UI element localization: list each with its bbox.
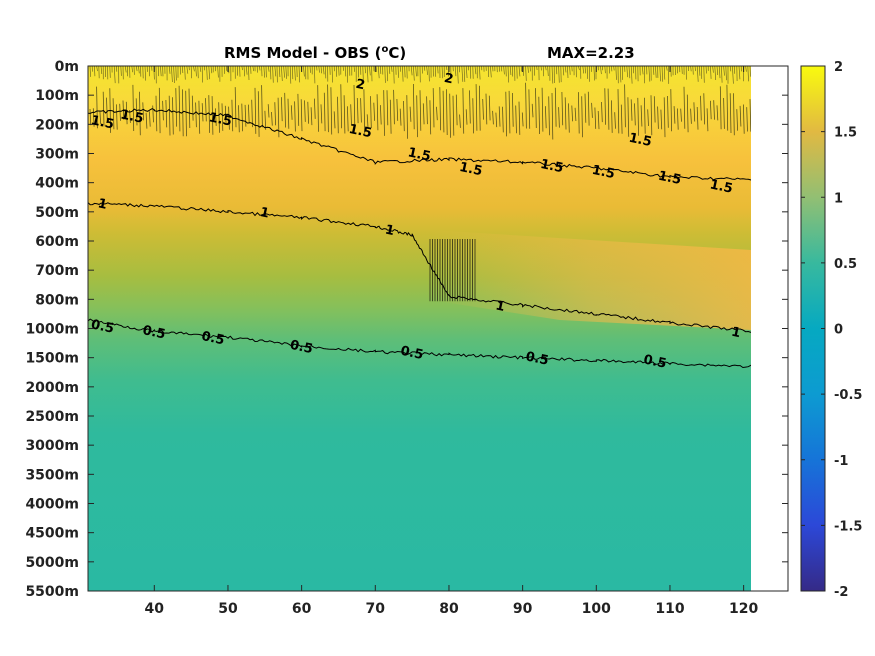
y-tick-label: 2000m [25, 380, 79, 396]
surface-spikes [89, 66, 751, 84]
colorbar-tick-label: 0 [834, 323, 843, 338]
contour-label: 1.5 [207, 110, 233, 129]
colorbar-tick-label: -0.5 [834, 388, 862, 403]
y-tick-label: 1000m [25, 322, 79, 338]
contour-label: 0.5 [399, 344, 425, 363]
contour-label: 0.5 [288, 338, 314, 357]
x-axis: 40 50 60 70 80 90 100 110 120 [145, 66, 758, 617]
contour-lines [88, 108, 751, 369]
contour-label: 1.5 [90, 113, 116, 132]
y-tick-label: 5000m [25, 555, 79, 571]
y-tick-label: 200m [35, 117, 79, 133]
contour-label: 1 [384, 223, 396, 240]
contour-label: 1 [259, 205, 271, 222]
contour-label: 1.5 [627, 131, 653, 150]
contour-label: 0.5 [90, 317, 116, 336]
y-axis: 0m 100m 200m 300m 400m 500m 600m 700m 800m 1000m 1… [25, 59, 788, 600]
colorbar-tick-label: 1.5 [834, 126, 857, 141]
colorbar-tick-label: -1.5 [834, 519, 862, 534]
x-tick-label: 50 [218, 601, 238, 617]
max-annotation: MAX=2.23 [547, 44, 635, 62]
contour-label: 1.5 [458, 160, 484, 179]
contour-line-1-5 [88, 108, 751, 181]
contour-line-0-5 [88, 318, 751, 369]
contour-line-1 [88, 202, 751, 333]
y-tick-label: 2500m [25, 409, 79, 425]
contour-label: 1.5 [406, 145, 432, 164]
contour-label: 1.5 [591, 163, 617, 182]
chart-title: RMS Model - OBS (oC) [224, 44, 406, 62]
contour-label: 1.5 [657, 169, 683, 188]
contour-label: 0.5 [141, 323, 167, 342]
contour-label: 1 [494, 298, 506, 315]
y-tick-label: 800m [35, 292, 79, 308]
y-tick-label: 600m [35, 234, 79, 250]
y-tick-label: 4500m [25, 526, 79, 542]
anomaly-spikes [429, 239, 476, 302]
x-tick-label: 90 [513, 601, 533, 617]
colorbar-tick-label: 1 [834, 191, 843, 206]
y-tick-label: 400m [35, 176, 79, 192]
y-tick-label: 700m [35, 263, 79, 279]
contour-label: 1.5 [119, 107, 145, 126]
x-tick-label: 60 [292, 601, 312, 617]
colorbar-ticks: 2 1.5 1 0.5 0 -0.5 -1 -1.5 -2 [801, 60, 862, 600]
y-tick-label: 100m [35, 88, 79, 104]
contour-label: 0.5 [642, 352, 668, 371]
x-tick-label: 100 [582, 601, 611, 617]
y-tick-label: 5500m [25, 584, 79, 600]
y-tick-label: 3000m [25, 438, 79, 454]
contour-labels: 2 21.5 1.5 1.51.51.51.5 1.5 1.51.51.5 1.511111… [90, 71, 742, 372]
contour-label: 1 [96, 196, 108, 213]
contour-label: 1.5 [539, 157, 565, 176]
title-prefix: RMS Model - OBS ( [224, 44, 382, 62]
y-tick-label: 500m [35, 205, 79, 221]
title-superscript: o [382, 44, 389, 55]
svg-text:RMS Model - OBS (oC): RMS Model - OBS (oC) [224, 44, 406, 62]
warm-subsurface-band [430, 230, 751, 330]
y-tick-label: 4000m [25, 497, 79, 513]
field-gradient [88, 66, 751, 591]
y-tick-label: 300m [35, 147, 79, 163]
title-suffix: C) [388, 44, 406, 62]
contour-label: 2 [354, 77, 366, 94]
x-tick-label: 40 [145, 601, 165, 617]
colorbar-tick-label: -1 [834, 454, 848, 469]
contour-label: 1.5 [347, 122, 373, 141]
y-tick-label: 0m [55, 59, 79, 75]
contour-label: 0.5 [524, 349, 550, 368]
colorbar-tick-label: 2 [834, 60, 843, 75]
contour-label: 0.5 [200, 329, 226, 348]
colorbar-tick-label: -2 [834, 585, 848, 600]
contour-label: 1.5 [708, 177, 734, 196]
contour-label: 1 [730, 325, 742, 342]
contour-label: 2 [443, 71, 455, 88]
colorbar-tick-label: 0.5 [834, 257, 857, 272]
x-tick-label: 80 [439, 601, 459, 617]
y-tick-label: 3500m [25, 467, 79, 483]
y-tick-label: 1500m [25, 351, 79, 367]
x-tick-label: 120 [729, 601, 758, 617]
x-tick-label: 70 [366, 601, 386, 617]
x-tick-label: 110 [655, 601, 684, 617]
heatmap-field: 2 21.5 1.5 1.51.51.51.5 1.5 1.51.51.5 1.511111… [88, 66, 751, 591]
